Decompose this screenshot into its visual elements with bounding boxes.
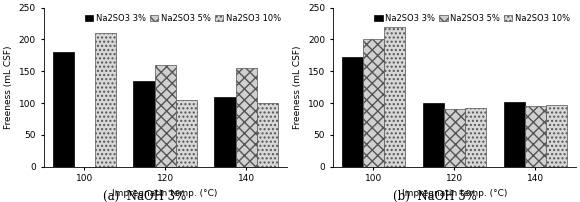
Text: (b)  NaOH 5%: (b) NaOH 5% [393,190,477,202]
Bar [154,65,176,167]
Bar [256,103,278,167]
Bar [444,109,465,167]
X-axis label: Impregnatin temp. (°C): Impregnatin temp. (°C) [402,189,507,198]
Bar [133,81,154,167]
X-axis label: Impregnatin temp. (°C): Impregnatin temp. (°C) [113,189,218,198]
Bar [215,97,235,167]
Bar [504,102,525,167]
Text: (a)  NaOH 3%: (a) NaOH 3% [103,190,187,202]
Y-axis label: Freeness (mL CSF): Freeness (mL CSF) [293,45,303,129]
Bar [95,33,115,167]
Bar [423,103,444,167]
Bar [342,57,363,167]
Bar [176,100,197,167]
Legend: Na2SO3 3%, Na2SO3 5%, Na2SO3 10%: Na2SO3 3%, Na2SO3 5%, Na2SO3 10% [372,12,572,24]
Bar [363,39,384,167]
Bar [235,68,256,167]
Legend: Na2SO3 3%, Na2SO3 5%, Na2SO3 10%: Na2SO3 3%, Na2SO3 5%, Na2SO3 10% [83,12,282,24]
Bar [53,52,74,167]
Bar [546,105,567,167]
Bar [465,107,486,167]
Y-axis label: Freeness (mL CSF): Freeness (mL CSF) [4,45,13,129]
Bar [384,27,405,167]
Bar [525,106,546,167]
